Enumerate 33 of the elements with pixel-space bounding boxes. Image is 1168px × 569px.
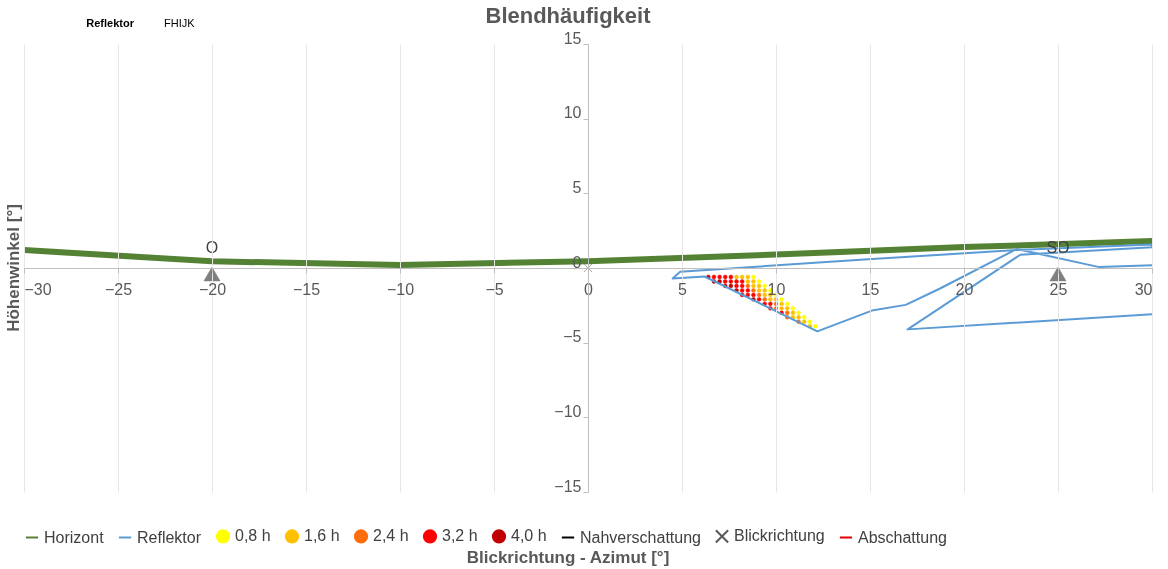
x-tick-label: 5 xyxy=(678,280,688,298)
x-tick-label: −10 xyxy=(386,280,415,298)
y-tick-label: −5 xyxy=(563,328,582,346)
y-tick-label: −10 xyxy=(554,402,582,420)
text: FHIJK xyxy=(164,17,196,29)
x-tick-label: 10 xyxy=(767,280,786,298)
x-tick-label: 15 xyxy=(861,280,880,298)
x-tick-label: 25 xyxy=(1049,280,1068,298)
legend-label: 0,8 h xyxy=(235,527,271,545)
text: Reflektor xyxy=(86,17,135,29)
y-axis-title: Höhenwinkel [°] xyxy=(4,204,23,332)
legend-label: Abschattung xyxy=(858,528,947,546)
legend-label: 3,2 h xyxy=(442,527,478,545)
y-tick-label: 5 xyxy=(572,178,582,196)
legend-label: Reflektor xyxy=(137,528,202,546)
legend-label: Blickrichtung xyxy=(734,527,825,545)
data-label: O xyxy=(205,238,219,256)
y-tick-label: 10 xyxy=(563,104,582,122)
legend-label: Horizont xyxy=(44,528,105,546)
legend-label: 1,6 h xyxy=(304,527,340,545)
y-tick-label: 15 xyxy=(563,29,582,47)
legend-label: 4,0 h xyxy=(511,527,547,545)
x-tick-label: 30 xyxy=(1134,280,1153,298)
legend-label: 2,4 h xyxy=(373,527,409,545)
x-axis-title: Blickrichtung - Azimut [°] xyxy=(466,548,670,567)
x-tick-label: −5 xyxy=(485,280,504,298)
legend-label: Nahverschattung xyxy=(580,528,701,546)
y-tick-label: −15 xyxy=(554,477,582,495)
x-tick-label: −20 xyxy=(198,280,227,298)
x-tick-label: −25 xyxy=(104,280,133,298)
chart-title: Blendhäufigkeit xyxy=(485,3,652,28)
x-tick-label: −15 xyxy=(292,280,321,298)
x-tick-label: −30 xyxy=(24,280,52,298)
